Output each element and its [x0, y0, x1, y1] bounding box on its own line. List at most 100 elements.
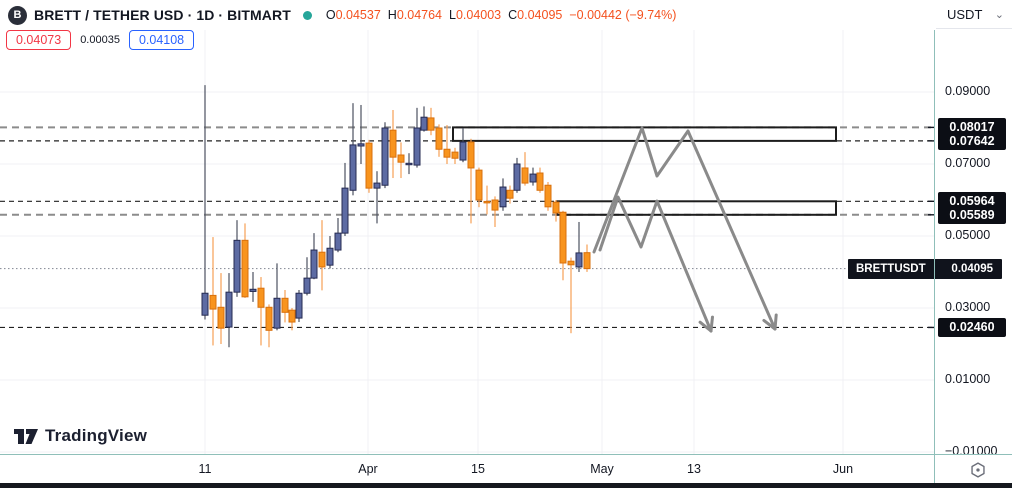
- window-bottom-edge: [0, 483, 1012, 488]
- gear-icon: [971, 462, 985, 478]
- projection-arrow: [598, 195, 713, 333]
- projection-arrowhead: [773, 313, 778, 331]
- change-value: −0.00442 (−9.74%): [569, 8, 677, 22]
- time-axis-label: Jun: [832, 462, 854, 476]
- candle-body: [413, 127, 421, 166]
- candle-body: [341, 187, 349, 234]
- candle-body: [559, 211, 567, 264]
- candle-body: [365, 142, 373, 189]
- candle-body: [373, 182, 381, 189]
- candle-body: [427, 117, 435, 131]
- open-label: O: [325, 8, 336, 22]
- close-value: 0.04095: [517, 8, 563, 22]
- symbol-title[interactable]: BRETT / TETHER USD · 1D · BITMART: [34, 7, 291, 23]
- candle-body: [318, 251, 326, 268]
- candle-body: [265, 306, 273, 331]
- candle-body: [389, 129, 397, 158]
- close-label: C: [508, 8, 518, 22]
- candle-body: [357, 143, 365, 147]
- price-axis-label: 0.05000: [945, 228, 991, 242]
- candle-body: [241, 239, 249, 298]
- candle-body: [420, 116, 428, 131]
- candle-body: [326, 247, 334, 266]
- axis-settings-button[interactable]: [967, 460, 989, 485]
- tradingview-watermark[interactable]: TradingView: [13, 423, 147, 449]
- candle-body: [288, 309, 296, 323]
- ohlc-readout: O 0.04537 H 0.04764 L 0.04003 C 0.04095 −0.0…: [326, 8, 677, 22]
- badge-symbol-name: BRETTUSDT: [856, 262, 926, 275]
- high-label: H: [387, 8, 397, 22]
- projection-arrowhead: [698, 320, 713, 333]
- time-axis-divider: [0, 454, 1012, 455]
- candle-body: [381, 127, 389, 186]
- candle-body: [405, 162, 413, 166]
- low-label: L: [449, 8, 456, 22]
- candle-body: [513, 163, 521, 191]
- candle-body: [467, 141, 475, 169]
- time-axis-label: 11: [198, 462, 212, 476]
- candle-body: [273, 297, 281, 329]
- price-axis-badge: 0.05589: [938, 205, 1006, 225]
- low-value: 0.04003: [455, 8, 502, 22]
- chart-header: B BRETT / TETHER USD · 1D · BITMART O 0.0…: [0, 0, 935, 30]
- candle-body: [303, 277, 311, 294]
- price-axis-label: 0.03000: [945, 300, 991, 314]
- open-value: 0.04537: [335, 8, 381, 22]
- candle-body: [443, 148, 451, 158]
- buy-price-button[interactable]: 0.04108: [128, 30, 195, 50]
- tradingview-logo-text: TradingView: [45, 426, 148, 445]
- currency-selector-dropdown[interactable]: USDT ⌄: [936, 0, 1012, 29]
- high-value: 0.04764: [396, 8, 442, 22]
- candle-body: [295, 292, 303, 319]
- candle-body: [529, 173, 537, 183]
- badge-symbol-price: 0.04095: [951, 262, 993, 275]
- candle-body: [552, 201, 560, 214]
- candle-body: [583, 252, 591, 270]
- candle-body: [536, 172, 544, 191]
- candle-body: [544, 184, 552, 208]
- projection-arrow: [592, 126, 777, 331]
- candle-body: [310, 249, 318, 279]
- price-axis-divider: [934, 0, 935, 483]
- projection-arrowhead: [762, 318, 777, 331]
- candle-body: [209, 294, 217, 310]
- time-axis-label: 15: [471, 462, 485, 476]
- candle-body: [567, 260, 575, 266]
- candle-body: [334, 232, 342, 251]
- candle-body: [491, 199, 499, 211]
- candle-body: [217, 306, 225, 329]
- symbol-logo-icon[interactable]: B: [8, 5, 27, 25]
- candle-body: [257, 287, 265, 308]
- candle-body: [575, 252, 583, 268]
- tradingview-logo-icon: [14, 429, 38, 444]
- spread-value: 0.00035: [80, 34, 120, 46]
- candle-body: [249, 288, 257, 292]
- time-axis-label: Apr: [358, 462, 378, 476]
- candle-body: [397, 154, 405, 163]
- time-axis[interactable]: 11 Apr 15 May 13 Jun: [0, 455, 1012, 483]
- price-axis-badge: 0.02460: [938, 317, 1006, 337]
- candle-body: [349, 144, 357, 191]
- market-status-icon[interactable]: [302, 10, 312, 20]
- candle-body: [521, 167, 529, 184]
- candlestick-chart[interactable]: [0, 0, 935, 483]
- price-axis-label: 0.07000: [945, 156, 991, 170]
- candle-body: [201, 292, 209, 316]
- candle-body: [499, 186, 507, 208]
- candle-body: [435, 127, 443, 150]
- candle-body: [225, 291, 233, 328]
- candle-body: [451, 151, 459, 159]
- price-axis-badge: 0.07642: [938, 131, 1006, 151]
- resistance-zone-rectangle: [556, 200, 837, 216]
- sell-price-button[interactable]: 0.04073: [6, 30, 72, 50]
- current-price-badge: BRETTUSDT 0.04095: [848, 258, 1002, 279]
- time-axis-label: May: [590, 462, 614, 476]
- chevron-down-icon: ⌄: [994, 8, 1004, 21]
- projection-arrowhead: [709, 315, 714, 333]
- price-axis[interactable]: 0.09000 0.07000 0.05000 0.03000 0.01000 −0.01…: [936, 0, 1012, 483]
- candle-body: [233, 239, 241, 293]
- candle-body: [506, 189, 514, 199]
- candle-body: [459, 141, 467, 161]
- candle-body: [483, 200, 491, 204]
